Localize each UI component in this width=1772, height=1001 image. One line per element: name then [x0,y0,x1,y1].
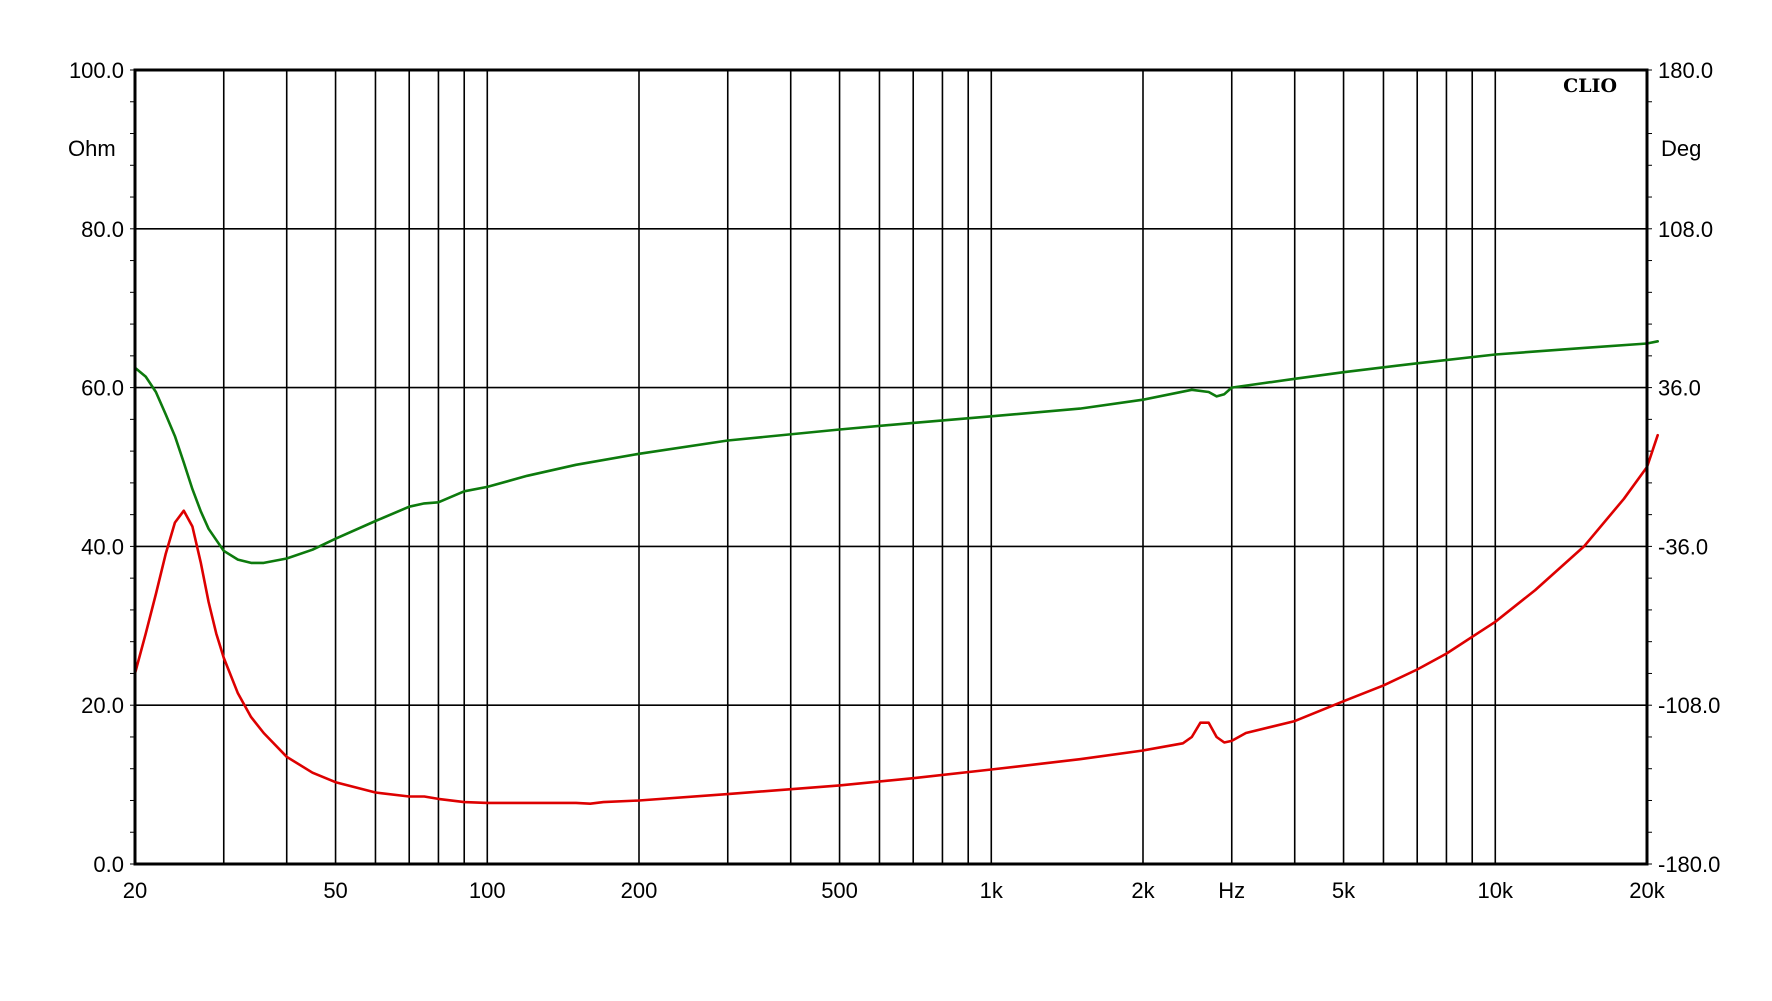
x-tick-label: 1k [980,878,1004,903]
x-tick-label: 200 [621,878,658,903]
series-group [133,340,1659,805]
y-right-tick-label: 36.0 [1658,376,1701,401]
grid-lines [130,69,1652,865]
x-tick-label: 5k [1332,878,1356,903]
y-right-tick-label: -108.0 [1658,693,1720,718]
x-tick-label: 2k [1131,878,1155,903]
x-tick-label: Hz [1218,878,1245,903]
phase-series-line [133,340,1659,565]
y-left-tick-label: 100.0 [69,58,124,83]
x-tick-label: 50 [323,878,347,903]
y-right-tick-label: -180.0 [1658,852,1720,877]
y-left-unit-label: Ohm [68,136,116,161]
tick-labels: 20 50 100 200 500 1k 2k Hz 5k 10k 20k 0.0 20.0 40.0 60… [69,58,1720,903]
y-left-tick-label: 40.0 [81,534,124,559]
x-tick-label: 500 [821,878,858,903]
x-tick-label: 100 [469,878,506,903]
clio-brand-label: CLIO [1563,75,1617,97]
y-right-tick-label: 108.0 [1658,217,1713,242]
y-right-unit-label: Deg [1661,136,1701,161]
y-right-tick-label: -36.0 [1658,534,1708,559]
y-left-tick-label: 20.0 [81,693,124,718]
x-tick-label: 20 [123,878,147,903]
y-left-tick-label: 0.0 [93,852,124,877]
x-tick-label: 20k [1629,878,1665,903]
y-right-tick-label: 180.0 [1658,58,1713,83]
plot-frame [133,68,1649,866]
impedance-series-line [133,433,1659,805]
y-left-tick-label: 80.0 [81,217,124,242]
y-left-tick-label: 60.0 [81,376,124,401]
x-tick-label: 10k [1478,878,1514,903]
